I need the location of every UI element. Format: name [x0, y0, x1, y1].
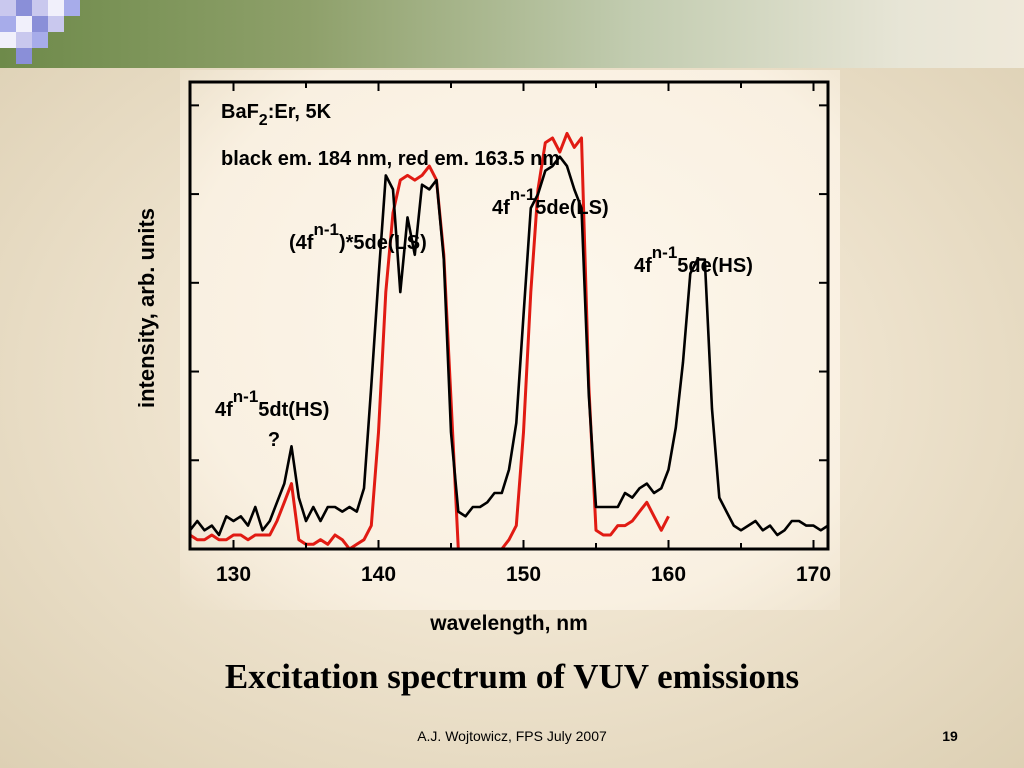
peak-star-suffix: )*5de(LS) — [339, 232, 427, 254]
header-bar — [0, 0, 1024, 68]
sample-label-rest: :Er, 5K — [268, 101, 332, 123]
peak-hs-sup: n-1 — [652, 243, 678, 262]
peak-ls-suffix: 5de(LS) — [535, 197, 608, 219]
annotation-peak-ls: 4fn-15de(LS) — [492, 185, 609, 219]
plot-frame — [188, 80, 830, 551]
decor-square-7 — [16, 16, 32, 32]
sample-label-sub: 2 — [259, 112, 268, 129]
emission-label: black em. 184 nm, red em. 163.5 nm — [221, 148, 560, 170]
decor-square-6 — [0, 16, 16, 32]
y-axis-label: intensity, arb. units — [134, 208, 159, 408]
decor-square-8 — [32, 16, 48, 32]
decor-square-5 — [64, 0, 80, 16]
tick-layer — [190, 82, 828, 549]
peak-dt-sup: n-1 — [233, 387, 259, 406]
annotation-peak-star: (4fn-1)*5de(LS) — [289, 220, 427, 254]
x-axis-label: wavelength, nm — [429, 612, 588, 635]
decor-square-4 — [48, 0, 64, 16]
series-layer — [188, 131, 829, 551]
peak-dt-suffix: 5dt(HS) — [258, 399, 329, 421]
peak-star-prefix: (4f — [289, 232, 314, 254]
decor-square-9 — [48, 16, 64, 32]
decor-square-1 — [0, 0, 16, 16]
peak-ls-prefix: 4f — [492, 197, 510, 219]
peak-star-sup: n-1 — [313, 220, 339, 239]
peak-hs-suffix: 5de(HS) — [677, 255, 753, 277]
x-tick-label: 140 — [361, 563, 396, 586]
decor-square-13 — [16, 48, 32, 64]
decor-square-10 — [0, 32, 16, 48]
x-tick-labels: 130 140 150 160 170 — [216, 563, 831, 586]
x-tick-label: 150 — [506, 563, 541, 586]
sample-label: BaF2:Er, 5K — [221, 101, 332, 129]
annotation-peak-dt: 4fn-15dt(HS) — [215, 387, 329, 421]
decor-square-2 — [16, 0, 32, 16]
decor-square-11 — [16, 32, 32, 48]
annotation-peak-hs: 4fn-15de(HS) — [634, 243, 753, 277]
slide-title: Excitation spectrum of VUV emissions — [224, 657, 800, 696]
x-tick-label: 160 — [651, 563, 686, 586]
peak-ls-sup: n-1 — [510, 185, 536, 204]
x-tick-label: 130 — [216, 563, 251, 586]
peak-hs-prefix: 4f — [634, 255, 652, 277]
series-black-emission-line — [188, 155, 829, 537]
series-red-emission-line — [189, 131, 670, 551]
page-number: 19 — [942, 728, 958, 744]
x-tick-label: 170 — [796, 563, 831, 586]
sample-label-main: BaF — [221, 101, 259, 123]
peak-dt-prefix: 4f — [215, 399, 233, 421]
decor-square-12 — [32, 32, 48, 48]
annotation-peak-dt-question: ? — [268, 429, 280, 451]
footer-text: A.J. Wojtowicz, FPS July 2007 — [417, 728, 607, 744]
decor-square-3 — [32, 0, 48, 16]
